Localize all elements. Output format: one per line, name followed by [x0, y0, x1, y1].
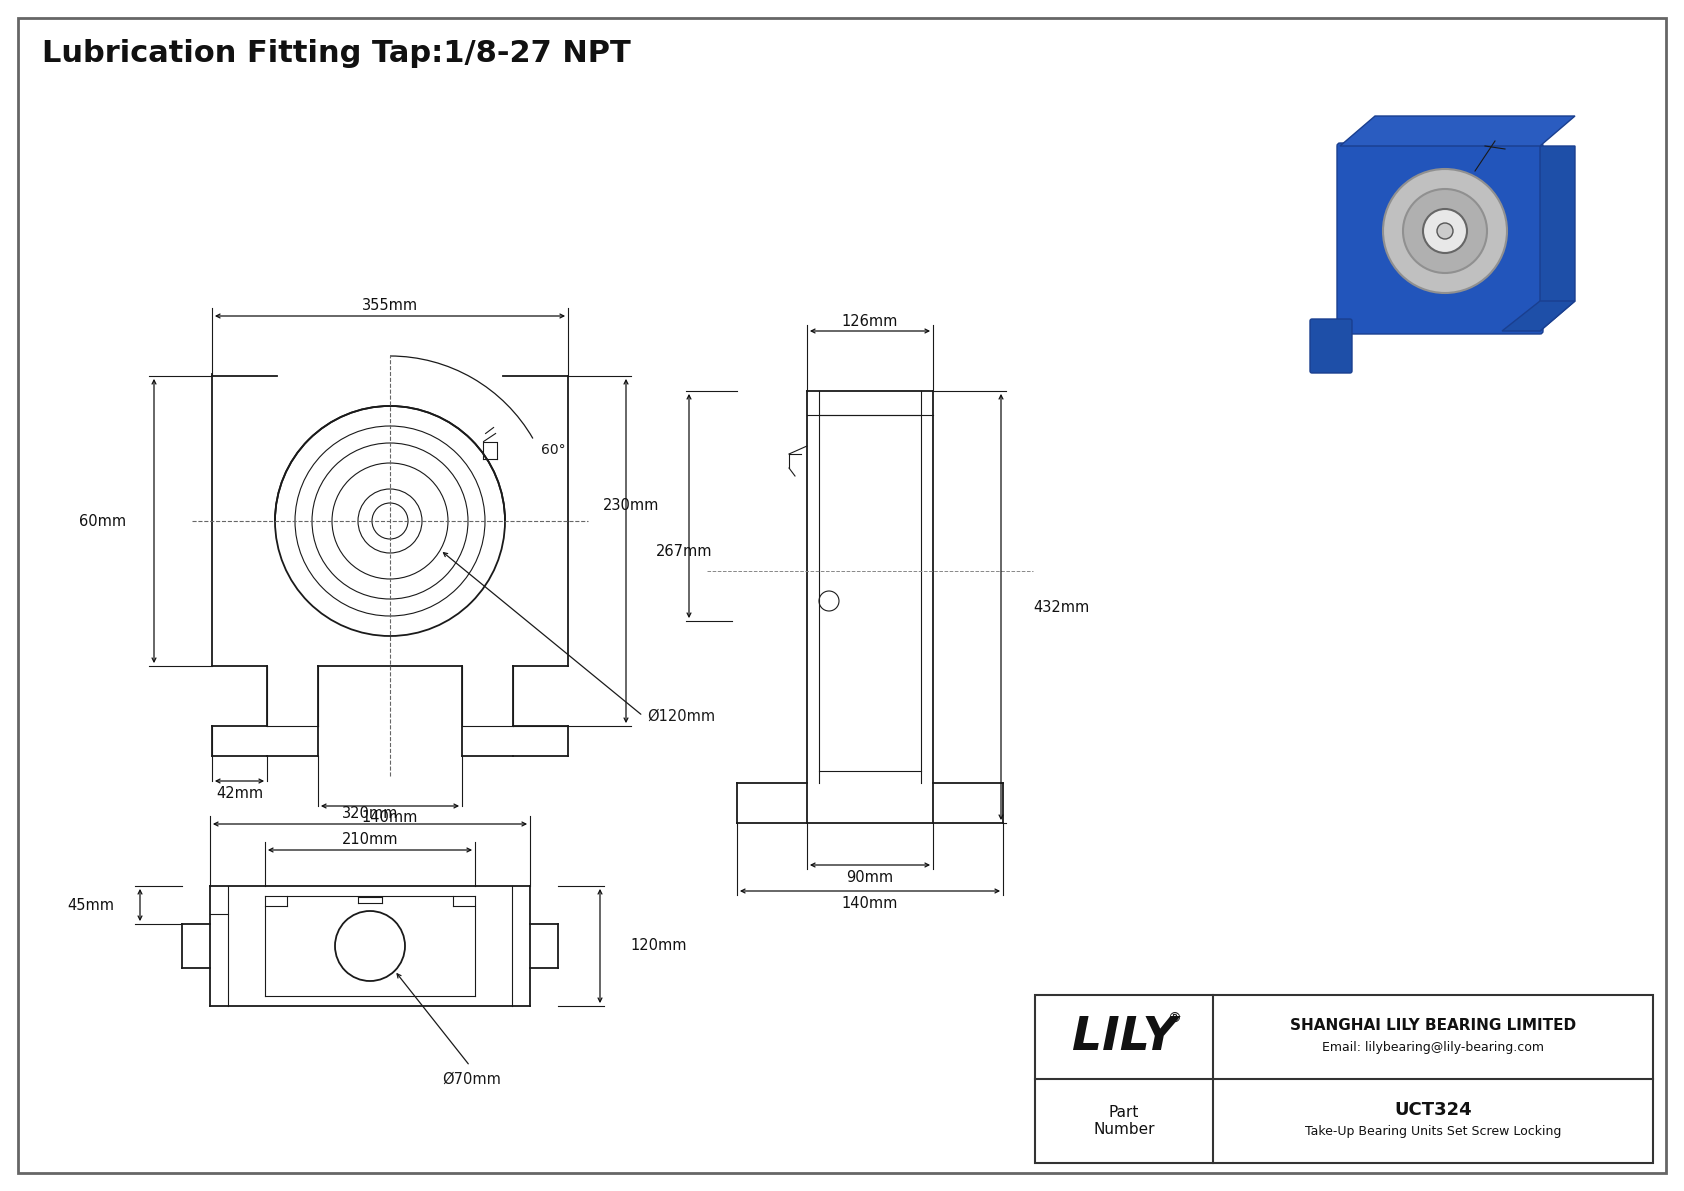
- FancyBboxPatch shape: [1310, 319, 1352, 373]
- Text: 320mm: 320mm: [342, 806, 397, 822]
- Text: 210mm: 210mm: [342, 833, 397, 848]
- Text: Part
Number: Part Number: [1093, 1105, 1155, 1137]
- Bar: [1036, 994, 1654, 1162]
- Text: 355mm: 355mm: [362, 299, 418, 313]
- Text: 60°: 60°: [541, 443, 566, 457]
- Polygon shape: [1502, 301, 1575, 331]
- Polygon shape: [1340, 116, 1575, 146]
- Text: 230mm: 230mm: [603, 499, 658, 513]
- Text: Ø70mm: Ø70mm: [443, 1072, 502, 1087]
- Text: LILY: LILY: [1071, 1015, 1177, 1060]
- Text: 140mm: 140mm: [842, 896, 898, 910]
- Circle shape: [1436, 223, 1453, 239]
- Text: SHANGHAI LILY BEARING LIMITED: SHANGHAI LILY BEARING LIMITED: [1290, 1017, 1576, 1033]
- Circle shape: [1383, 169, 1507, 293]
- FancyBboxPatch shape: [1337, 143, 1543, 333]
- Text: 267mm: 267mm: [657, 543, 712, 559]
- Text: 60mm: 60mm: [79, 513, 126, 529]
- Text: ®: ®: [1167, 1012, 1180, 1025]
- Text: 126mm: 126mm: [842, 313, 898, 329]
- Circle shape: [1403, 189, 1487, 273]
- Polygon shape: [1539, 146, 1575, 331]
- Text: UCT324: UCT324: [1394, 1100, 1472, 1120]
- Text: Lubrication Fitting Tap:1/8-27 NPT: Lubrication Fitting Tap:1/8-27 NPT: [42, 39, 632, 68]
- Text: 120mm: 120mm: [630, 939, 687, 954]
- Text: Ø120mm: Ø120mm: [647, 709, 716, 723]
- Text: Take-Up Bearing Units Set Screw Locking: Take-Up Bearing Units Set Screw Locking: [1305, 1124, 1561, 1137]
- Text: 42mm: 42mm: [216, 786, 263, 800]
- Text: Email: lilybearing@lily-bearing.com: Email: lilybearing@lily-bearing.com: [1322, 1041, 1544, 1054]
- Circle shape: [1423, 208, 1467, 252]
- Text: 140mm: 140mm: [362, 811, 418, 825]
- Text: 432mm: 432mm: [1032, 599, 1090, 615]
- Text: 45mm: 45mm: [67, 898, 115, 912]
- Text: 90mm: 90mm: [847, 869, 894, 885]
